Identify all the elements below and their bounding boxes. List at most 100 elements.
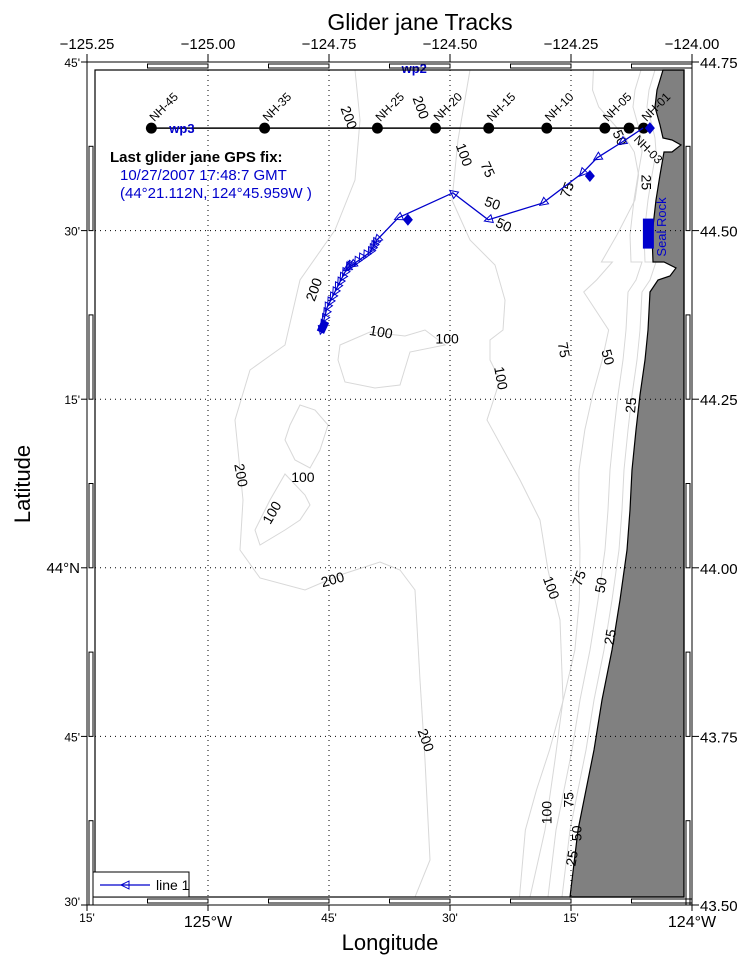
bathymetry-contours [234, 69, 657, 898]
left-tick-label: 45' [64, 56, 80, 70]
frame-segment [147, 63, 209, 69]
last-fix-position: (44°21.112N, 124°45.959W ) [120, 185, 312, 202]
legend-triangle-marker-icon [119, 880, 130, 890]
contour-label: 200 [302, 276, 325, 304]
station-label: NH-35 [260, 90, 295, 125]
frame-segment [88, 483, 94, 569]
contour-100m-ring1 [284, 404, 329, 469]
track-point-marker [354, 255, 364, 267]
frame-segment [88, 314, 94, 400]
last-fix-time: 10/27/2007 17:48:7 GMT [120, 167, 287, 184]
track-point-marker [483, 213, 494, 224]
contour-100m-bank [337, 329, 447, 389]
contour-label: 50 [591, 576, 609, 594]
left-tick-label: 15' [64, 393, 80, 407]
contour-label: 100 [368, 322, 394, 342]
contour-label: 25 [562, 849, 580, 867]
frame-segment [268, 898, 330, 904]
last-fix-heading: Last glider jane GPS fix: [110, 149, 283, 166]
track-point-marker [448, 189, 460, 200]
frame-segment [147, 898, 209, 904]
right-tick-label: 43.75 [700, 729, 738, 746]
axis-ticks: −125.25 −125.00 −124.75 −124.50 −124.25 −124.… [46, 36, 737, 931]
top-tick-label: −125.25 [60, 36, 115, 53]
station-label: NH-25 [373, 90, 408, 125]
track-point-marker [323, 306, 333, 318]
track-point-marker [592, 151, 604, 161]
contour-label: 50 [598, 347, 618, 366]
frame-segment [389, 898, 451, 904]
contour-label: 200 [319, 569, 346, 591]
station-marker [623, 122, 635, 134]
seal-rock-marker-cluster [642, 218, 654, 249]
station-marker [599, 122, 611, 134]
bottom-tick-label: 15' [79, 911, 95, 925]
frame-segment [510, 898, 572, 904]
contour-label: 100 [540, 574, 563, 602]
diamond-marker [584, 169, 595, 182]
contour-100m-ring2 [254, 473, 311, 546]
station-label: NH-10 [542, 90, 577, 125]
track-point-marker [363, 249, 373, 260]
contour-label: 100 [259, 498, 285, 526]
station-label: NH-45 [147, 90, 182, 125]
contour-label: 75 [569, 568, 589, 588]
contour-label: 100 [491, 365, 511, 391]
glider-track [316, 122, 655, 336]
contour-25m [561, 69, 657, 898]
frame-segment [685, 483, 691, 569]
contour-label: 100 [453, 141, 476, 169]
contour-label: 100 [538, 801, 554, 825]
track-point-marker [334, 281, 344, 292]
grid-lines [95, 70, 684, 897]
track-point-marker [345, 261, 355, 272]
contour-label: 25 [638, 175, 654, 191]
frame-segment [631, 63, 693, 69]
seal-rock-label: Seal Rock [654, 197, 669, 257]
legend: line 1 [92, 871, 190, 898]
station-marker [541, 122, 553, 134]
left-tick-label: 30' [64, 225, 80, 239]
contour-label: 75 [477, 159, 498, 180]
legend-label: line 1 [156, 877, 190, 893]
frame-segment [88, 145, 94, 232]
land-mass [569, 69, 685, 898]
frame-segment [685, 145, 691, 232]
station-marker [371, 122, 383, 134]
contour-label: 25 [601, 628, 619, 646]
top-tick-label: −124.75 [302, 36, 357, 53]
track-point-marker [578, 166, 589, 177]
contour-50m [547, 69, 643, 898]
right-tick-label: 44.00 [700, 561, 738, 578]
track-point-marker [372, 236, 382, 248]
contour-label: 50 [568, 825, 584, 841]
contour-label: 50 [610, 127, 631, 148]
contour-label: 200 [410, 94, 433, 122]
waypoint-label: wp3 [168, 121, 194, 136]
contour-75m [519, 69, 640, 898]
bottom-tick-label: 45' [321, 911, 337, 925]
frame-segment [685, 820, 691, 906]
right-tick-label: 44.25 [700, 392, 738, 409]
track-point-marker [321, 312, 331, 324]
left-tick-label: 45' [64, 730, 80, 744]
track-point-marker [327, 296, 337, 307]
track-point-marker [617, 135, 629, 146]
map-title: Glider jane Tracks [327, 9, 512, 35]
diamond-marker [644, 122, 655, 135]
frame-segment [268, 63, 330, 69]
track-point-marker [358, 252, 368, 264]
contour-200m [234, 69, 431, 898]
bottom-tick-label: 15' [563, 911, 579, 925]
frame-segment [88, 820, 94, 906]
track-point-marker [339, 271, 349, 283]
frame-segment [631, 898, 693, 904]
contour-label: 75 [555, 341, 573, 359]
track-point-marker [393, 211, 405, 221]
top-tick-label: −124.25 [544, 36, 599, 53]
last-fix-marker-cluster [316, 319, 330, 334]
track-point-marker [329, 291, 339, 302]
station-marker [483, 122, 495, 134]
